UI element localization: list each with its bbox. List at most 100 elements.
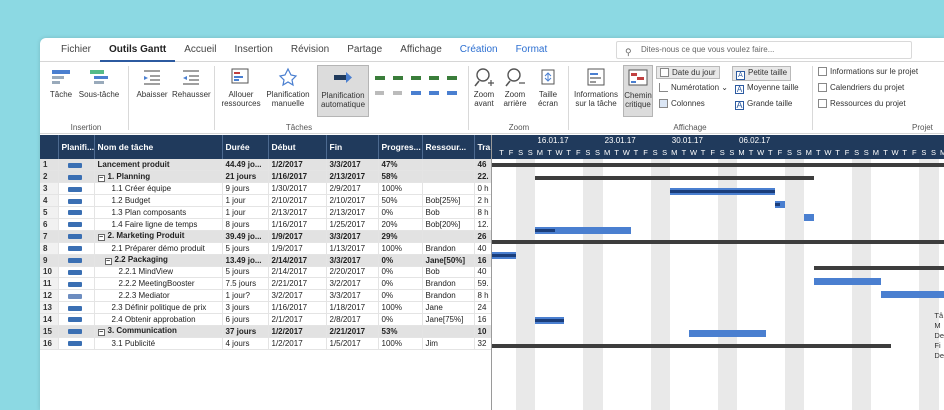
task-mode-cell[interactable] <box>58 218 95 231</box>
finish-cell[interactable]: 2/13/2017 <box>326 206 379 219</box>
column-header[interactable]: Tra <box>474 135 491 159</box>
fit-screen-button[interactable]: Taille écran <box>534 67 562 108</box>
task-mode-cell[interactable] <box>58 337 95 350</box>
project-resources-button[interactable]: Ressources du projet <box>818 98 906 109</box>
finish-cell[interactable]: 1/18/2017 <box>326 301 379 315</box>
start-cell[interactable]: 2/21/2017 <box>268 277 327 291</box>
column-header[interactable]: Fin <box>326 135 379 159</box>
resources-cell[interactable]: Bob[25%] <box>422 194 475 208</box>
duration-cell[interactable]: 1 jour <box>222 206 269 219</box>
task-mode-cell[interactable] <box>58 313 95 326</box>
work-cell[interactable]: 59. <box>474 277 491 291</box>
task-mode-cell[interactable] <box>58 159 95 172</box>
duration-cell[interactable]: 1 jour? <box>222 289 269 303</box>
row-number[interactable]: 12 <box>40 289 59 303</box>
row-number[interactable]: 5 <box>40 206 59 219</box>
start-cell[interactable]: 2/1/2017 <box>268 313 327 326</box>
finish-cell[interactable]: 2/9/2017 <box>326 182 379 196</box>
tab-accueil[interactable]: Accueil <box>184 43 217 55</box>
start-cell[interactable]: 1/16/2017 <box>268 170 327 184</box>
task-bar[interactable] <box>535 226 632 234</box>
finish-cell[interactable]: 2/8/2017 <box>326 313 379 326</box>
finish-cell[interactable]: 3/3/2017 <box>326 159 379 172</box>
task-name-cell[interactable]: 1.1 Créer équipe <box>94 182 223 196</box>
resources-cell[interactable] <box>422 325 475 338</box>
task-name-cell[interactable]: 2.2.2 MeetingBooster <box>94 277 223 291</box>
work-cell[interactable]: 46 <box>474 159 491 172</box>
start-cell[interactable]: 1/16/2017 <box>268 301 327 315</box>
start-cell[interactable]: 1/2/2017 <box>268 325 327 338</box>
start-cell[interactable]: 2/13/2017 <box>268 206 327 219</box>
tab-affichage[interactable]: Affichage <box>400 43 442 55</box>
task-mode-cell[interactable] <box>58 266 95 279</box>
summary-bar[interactable] <box>492 163 944 167</box>
critical-path-button[interactable]: Chemin critique <box>623 65 653 117</box>
task-name-cell[interactable]: 3.1 Publicité <box>94 337 223 350</box>
summary-bar[interactable] <box>492 240 944 245</box>
start-cell[interactable]: 2/14/2017 <box>268 254 327 267</box>
row-number[interactable]: 6 <box>40 218 59 231</box>
progress-cell[interactable]: 0% <box>378 289 423 303</box>
duration-cell[interactable]: 5 jours <box>222 266 269 279</box>
progress-cell[interactable]: 29% <box>378 230 423 243</box>
large-size-toggle[interactable]: A Grande taille <box>732 98 795 110</box>
task-name-cell[interactable]: 1.3 Plan composants <box>94 206 223 219</box>
work-cell[interactable]: 16 <box>474 313 491 326</box>
task-name-cell[interactable]: 2.4 Obtenir approbation <box>94 313 223 326</box>
resources-cell[interactable] <box>422 182 475 196</box>
duration-cell[interactable]: 7.5 jours <box>222 277 269 291</box>
progress-cell[interactable]: 100% <box>378 301 423 315</box>
subtask-button[interactable]: Sous-tâche <box>78 67 120 99</box>
duration-cell[interactable]: 21 jours <box>222 170 269 184</box>
resources-cell[interactable]: Brandon <box>422 277 475 291</box>
tab-format[interactable]: Format <box>515 43 548 55</box>
row-number[interactable]: 1 <box>40 159 59 172</box>
column-header[interactable]: Durée <box>222 135 269 159</box>
finish-cell[interactable]: 1/13/2017 <box>326 242 379 255</box>
collapse-icon[interactable]: − <box>97 174 105 182</box>
start-cell[interactable]: 1/9/2017 <box>268 230 327 243</box>
task-mode-cell[interactable] <box>58 182 95 196</box>
finish-cell[interactable]: 2/20/2017 <box>326 266 379 279</box>
duration-cell[interactable]: 5 jours <box>222 242 269 255</box>
auto-schedule-button[interactable]: Planification automatique <box>317 65 369 117</box>
row-number[interactable]: 3 <box>40 182 59 196</box>
task-row[interactable]: 7−2. Marketing Produit 39.49 jo... 1/9/201… <box>40 230 491 243</box>
task-button[interactable]: Tâche <box>48 67 74 99</box>
duration-cell[interactable]: 6 jours <box>222 313 269 326</box>
progress-cell[interactable]: 100% <box>378 182 423 196</box>
task-name-cell[interactable]: 2.2.1 MindView <box>94 266 223 279</box>
task-row[interactable]: 2−1. Planning 21 jours 1/16/2017 2/13/2017 5… <box>40 170 491 184</box>
task-mode-cell[interactable] <box>58 277 95 291</box>
assign-resources-button[interactable]: Allouer ressources <box>220 67 262 108</box>
start-cell[interactable]: 1/9/2017 <box>268 242 327 255</box>
resources-cell[interactable]: Jane <box>422 301 475 315</box>
column-header[interactable]: Ressour... <box>422 135 475 159</box>
finish-cell[interactable]: 1/25/2017 <box>326 218 379 231</box>
task-info-button[interactable]: Informations sur la tâche <box>570 67 622 108</box>
resources-cell[interactable]: Jim <box>422 337 475 350</box>
task-row[interactable]: 9−2.2 Packaging 13.49 jo... 2/14/2017 3/3/2… <box>40 254 491 267</box>
task-row[interactable]: 12 2.2.3 Mediator 1 jour? 3/2/2017 3/3/2017 0… <box>40 289 491 303</box>
duration-cell[interactable]: 39.49 jo... <box>222 230 269 243</box>
row-number[interactable]: 8 <box>40 242 59 255</box>
task-mode-cell[interactable] <box>58 301 95 315</box>
work-cell[interactable]: 16 <box>474 254 491 267</box>
task-mode-cell[interactable] <box>58 254 95 267</box>
work-cell[interactable]: 24 <box>474 301 491 315</box>
progress-cell[interactable]: 0% <box>378 277 423 291</box>
duration-cell[interactable]: 37 jours <box>222 325 269 338</box>
progress-cell[interactable]: 100% <box>378 242 423 255</box>
work-cell[interactable]: 26 <box>474 230 491 243</box>
progress-cell[interactable]: 20% <box>378 218 423 231</box>
task-row[interactable]: 1 Lancement produit 44.49 jo... 1/2/2017 3/3… <box>40 159 491 172</box>
collapse-icon[interactable]: − <box>97 234 105 242</box>
columns-button[interactable]: Colonnes <box>656 98 708 109</box>
task-name-cell[interactable]: −3. Communication <box>94 325 223 338</box>
zoom-in-button[interactable]: Zoom avant <box>472 67 496 108</box>
finish-cell[interactable]: 3/3/2017 <box>326 230 379 243</box>
finish-cell[interactable]: 2/21/2017 <box>326 325 379 338</box>
task-name-cell[interactable]: 2.3 Définir politique de prix <box>94 301 223 315</box>
task-row[interactable]: 3 1.1 Créer équipe 9 jours 1/30/2017 2/9/201… <box>40 182 491 196</box>
task-mode-cell[interactable] <box>58 230 95 243</box>
